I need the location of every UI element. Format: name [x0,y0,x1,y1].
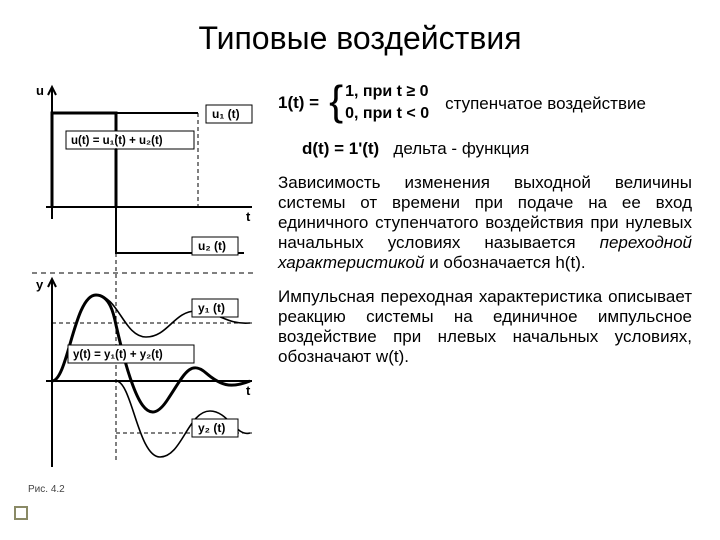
content-row: u t u₁ (t) u(t) = u₁(t) + u₂(t) [28,71,692,495]
delta-equation: d(t) = 1'(t) дельта - функция [302,139,692,159]
axis-t1-label: t [246,209,251,224]
axis-u-label: u [36,83,44,98]
u2-label: u₂ (t) [198,239,226,253]
figure-column: u t u₁ (t) u(t) = u₁(t) + u₂(t) [28,71,274,495]
page-title: Типовые воздействия [28,20,692,57]
slide-bullet-icon [14,506,28,520]
axis-y-label: y [36,277,44,292]
step-equation: 1(t) = { 1, при t ≥ 0 0, при t < 0 ступе… [278,81,692,125]
axis-t2-label: t [246,383,251,398]
y2-label: y₂ (t) [198,421,225,435]
eq-lhs: 1(t) = [278,93,319,113]
text-column: 1(t) = { 1, при t ≥ 0 0, при t < 0 ступе… [274,71,692,495]
ysum-label: y(t) = y₁(t) + y₂(t) [73,349,163,361]
step-label: ступенчатое воздействие [445,93,646,114]
eq-case2: 0, при t < 0 [345,103,429,125]
y1-label: y₁ (t) [198,301,225,315]
brace-icon: { [329,80,343,122]
paragraph-2: Импульсная переходная характеристика опи… [278,287,692,367]
figure-caption: Рис. 4.2 [28,484,274,495]
u1-label: u₁ (t) [212,107,240,121]
paragraph-1: Зависимость изменения выходной величины … [278,173,692,273]
eq-case1: 1, при t ≥ 0 [345,81,429,103]
superposition-figure: u t u₁ (t) u(t) = u₁(t) + u₂(t) [28,77,260,475]
usum-label: u(t) = u₁(t) + u₂(t) [71,135,163,147]
